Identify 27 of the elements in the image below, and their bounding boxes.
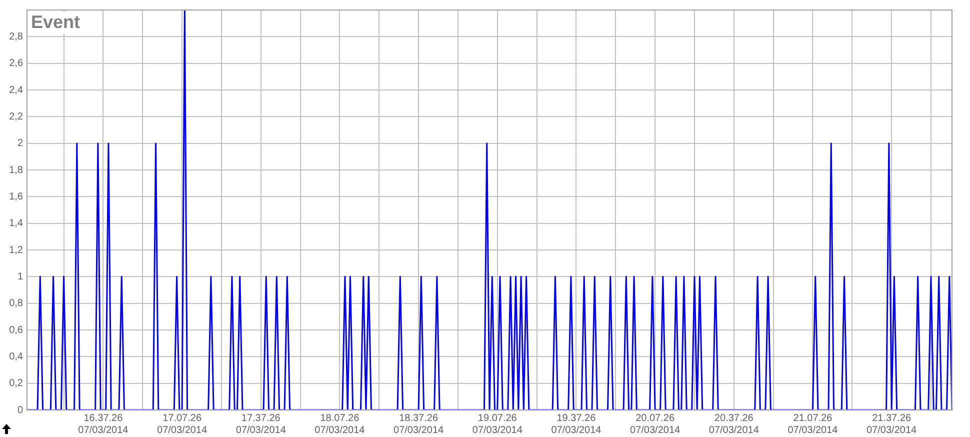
x-tick-label: 18.37.26 07/03/2014 (394, 412, 444, 436)
y-tick-label: 1 (17, 271, 24, 282)
y-tick-label: 0,6 (9, 324, 24, 336)
y-tick-label: 1,2 (9, 244, 24, 256)
y-tick-label: 2,6 (9, 58, 24, 70)
x-tick-label: 20.37.26 07/03/2014 (708, 412, 760, 436)
y-tick-label: 2,2 (9, 111, 24, 122)
y-tick-label: 0,2 (9, 378, 24, 390)
chart-title: Event (31, 12, 80, 32)
y-tick-label: 0,4 (9, 351, 24, 362)
x-tick-label: 16.37.26 07/03/2014 (78, 412, 129, 436)
x-tick-label: 19.07.26 07/03/2014 (472, 412, 523, 436)
y-tick-label: 2 (17, 138, 24, 150)
x-tick-label: 21.37.26 07/03/2014 (866, 412, 918, 436)
x-tick-label: 20.07.26 07/03/2014 (630, 412, 681, 436)
x-tick-label: 17.07.26 07/03/2014 (157, 412, 208, 436)
y-tick-label: 1,8 (9, 164, 24, 176)
y-tick-label: 1,4 (9, 218, 24, 230)
y-tick-label: 2,4 (9, 84, 24, 96)
y-tick-label: 1,6 (9, 191, 24, 202)
x-tick-label: 17.37.26 07/03/2014 (236, 412, 286, 436)
y-tick-label: 2,8 (9, 31, 24, 42)
y-tick-label: 0 (17, 404, 24, 416)
y-tick-label: 0,8 (9, 298, 24, 310)
x-tick-label: 19.37.26 07/03/2014 (551, 412, 602, 436)
x-tick-label: 18.07.26 07/03/2014 (314, 412, 366, 436)
x-tick-label: 21.07.26 07/03/2014 (788, 412, 838, 436)
